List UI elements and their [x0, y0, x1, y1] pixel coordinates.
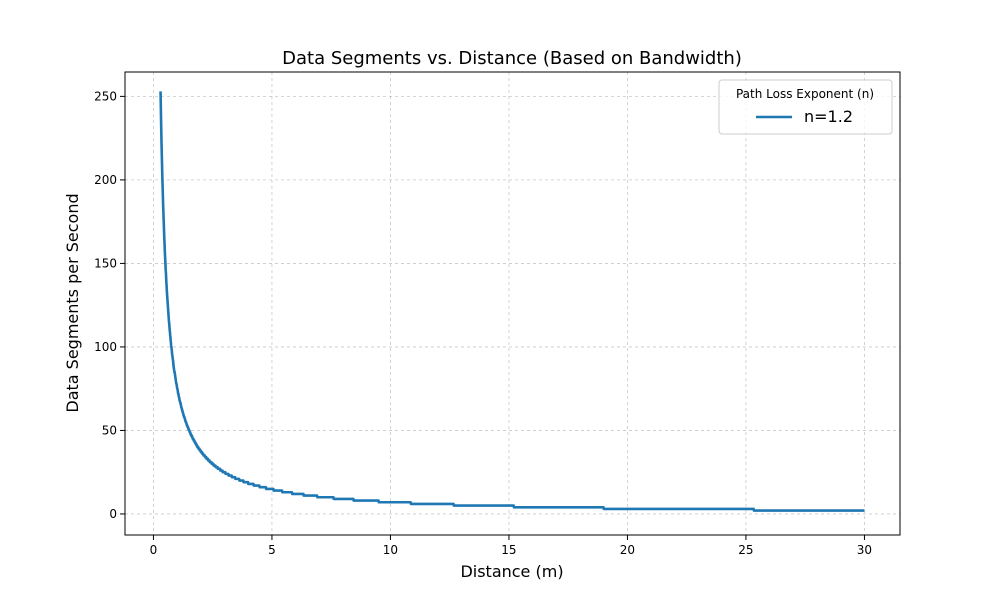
x-tick-label: 10: [383, 543, 398, 557]
legend-title: Path Loss Exponent (n): [736, 87, 874, 101]
y-tick-label: 150: [94, 256, 117, 270]
x-tick-label: 15: [501, 543, 516, 557]
legend: Path Loss Exponent (n) n=1.2: [718, 79, 893, 135]
x-tick-label: 0: [150, 543, 158, 557]
plot-area-frame: [124, 71, 901, 536]
series-line-n-1-2: [159, 91, 866, 512]
y-axis-label: Data Segments per Second: [63, 193, 82, 412]
grid-lines: [125, 72, 900, 535]
legend-label-n-1-2: n=1.2: [804, 107, 853, 126]
x-tick-label: 5: [268, 543, 276, 557]
y-tick-label: 0: [109, 507, 117, 521]
chart-title: Data Segments vs. Distance (Based on Ban…: [282, 48, 742, 69]
x-tick-label: 20: [620, 543, 635, 557]
x-axis-label: Distance (m): [460, 562, 563, 581]
y-tick-label: 50: [102, 423, 117, 437]
axis-ticks: 0 5 10 15 20 25 30 0 50 100 150 200 250: [94, 89, 872, 557]
y-tick-label: 100: [94, 340, 117, 354]
x-tick-label: 30: [857, 543, 872, 557]
legend-box: [718, 79, 893, 135]
series-lines: [159, 91, 866, 512]
x-tick-label: 25: [738, 543, 753, 557]
y-tick-label: 200: [94, 173, 117, 187]
y-tick-label: 250: [94, 89, 117, 103]
